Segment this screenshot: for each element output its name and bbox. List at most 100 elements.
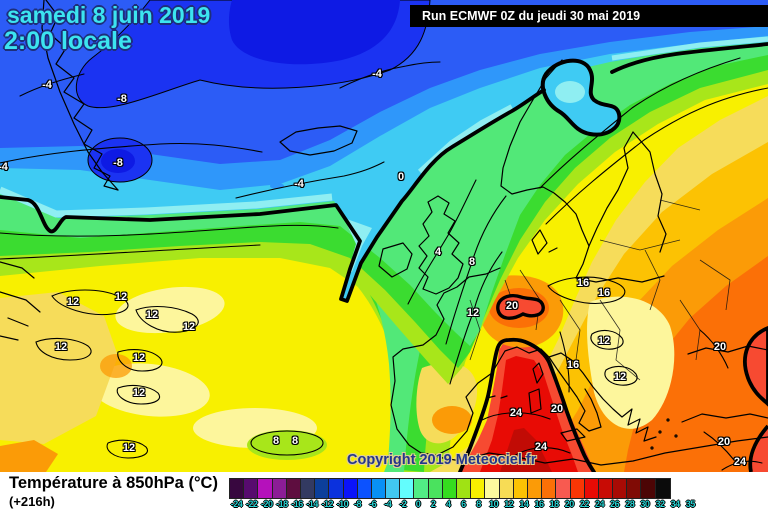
contour-label: 8 <box>291 435 299 447</box>
copyright-text: Copyright 2019 Meteociel.fr <box>347 452 537 468</box>
contour-label: 12 <box>145 309 159 321</box>
contour-label: 12 <box>613 371 627 383</box>
temperature-map: -4-8-8-4-4-40488812121212121212121212121… <box>0 0 768 472</box>
legend-swatch <box>542 479 557 498</box>
contour-label: 12 <box>122 442 136 454</box>
legend-value: 22 <box>579 499 590 509</box>
legend-value: -6 <box>369 499 377 509</box>
legend-swatch <box>471 479 486 498</box>
legend-swatch <box>244 479 259 498</box>
contour-label: 24 <box>733 456 747 468</box>
contour-label: 12 <box>54 341 68 353</box>
contour-label: -4 <box>294 178 304 190</box>
legend-value: 8 <box>476 499 481 509</box>
legend-swatch <box>329 479 344 498</box>
forecast-local-time: 2:00 locale <box>4 27 132 55</box>
color-scale-bar <box>229 478 671 499</box>
legend-swatch <box>315 479 330 498</box>
legend-value: 6 <box>461 499 466 509</box>
legend-value: 16 <box>534 499 545 509</box>
contour-label: -4 <box>0 161 8 173</box>
legend-swatch <box>627 479 642 498</box>
legend-value: 24 <box>595 499 605 509</box>
model-run-banner: Run ECMWF 0Z du jeudi 30 mai 2019 <box>410 5 768 27</box>
legend-value: 35 <box>685 499 696 509</box>
legend-swatch <box>570 479 585 498</box>
legend-swatch <box>513 479 528 498</box>
contour-label: 12 <box>182 321 196 333</box>
contour-label: 12 <box>66 296 80 308</box>
legend-value: 0 <box>415 499 421 509</box>
legend-swatch <box>357 479 372 498</box>
legend-value: -8 <box>354 499 362 509</box>
legend-swatch <box>655 479 670 498</box>
legend-swatch <box>286 479 301 498</box>
legend-value: 10 <box>489 499 499 509</box>
legend-value: 12 <box>504 499 514 509</box>
contour-label: 24 <box>534 441 548 453</box>
legend-value: -4 <box>384 499 392 509</box>
color-scale-values: -24 -22 -20 -18 -16 -14 -12 -10 -8 -6 -4 -2 0 2 4 6 8 10 1… <box>229 499 698 510</box>
legend-swatch <box>414 479 429 498</box>
legend-value: 32 <box>655 499 666 509</box>
forecast-lead-time: (+216h) <box>9 494 55 509</box>
contour-label: -8 <box>117 93 127 105</box>
legend-value: -14 <box>306 499 318 509</box>
legend-swatch <box>584 479 599 498</box>
legend-swatch <box>613 479 628 498</box>
legend-swatch <box>428 479 443 498</box>
legend-value: -2 <box>399 499 407 509</box>
legend-swatch <box>499 479 514 498</box>
legend-value: -24 <box>230 499 243 509</box>
legend-value: 30 <box>640 499 650 509</box>
contour-label: -4 <box>372 68 382 80</box>
legend-value: -12 <box>321 499 334 509</box>
contour-label: 12 <box>466 307 480 319</box>
contour-label: 12 <box>114 291 128 303</box>
legend-swatch <box>442 479 457 498</box>
contour-label: 16 <box>566 359 580 371</box>
contour-label: -8 <box>113 157 123 169</box>
forecast-date: samedi 8 juin 2019 <box>7 2 211 28</box>
contour-label: 12 <box>132 352 146 364</box>
legend-swatch <box>343 479 358 498</box>
legend-value: 26 <box>610 499 620 509</box>
legend-value: 14 <box>519 499 529 509</box>
contour-label: 20 <box>717 436 731 448</box>
legend-swatch <box>485 479 500 498</box>
legend-swatch <box>230 479 245 498</box>
legend-swatch <box>272 479 287 498</box>
legend-value: -16 <box>291 499 303 509</box>
legend-value: 2 <box>430 499 436 509</box>
contour-label: -4 <box>42 79 52 91</box>
legend-value: 28 <box>625 499 635 509</box>
contour-label: 20 <box>505 300 519 312</box>
legend-value: 20 <box>564 499 575 509</box>
legend-swatch <box>598 479 614 498</box>
legend-value: 18 <box>549 499 560 509</box>
contour-label: 16 <box>597 287 611 299</box>
contour-label: 4 <box>434 246 442 258</box>
legend-value: -18 <box>276 499 288 509</box>
contour-label: 24 <box>509 407 523 419</box>
legend-value: 4 <box>446 499 451 509</box>
legend-swatch <box>300 479 316 498</box>
legend-swatch <box>371 479 387 498</box>
legend-title: Température à 850hPa (°C) <box>9 474 218 492</box>
legend-swatch <box>400 479 415 498</box>
legend-swatch <box>258 479 273 498</box>
legend-value: -22 <box>245 499 258 509</box>
contour-label: 8 <box>272 435 280 447</box>
temperature-field-svg <box>0 0 768 472</box>
legend-value: -10 <box>336 499 349 509</box>
legend-swatch <box>386 479 401 498</box>
contour-label: 20 <box>550 403 564 415</box>
legend-swatch <box>457 479 472 498</box>
legend-swatch <box>641 479 656 498</box>
legend-strip: Température à 850hPa (°C) (+216h) -24 -22… <box>0 472 768 512</box>
contour-label: 8 <box>468 256 476 268</box>
contour-label: 0 <box>397 171 405 183</box>
contour-label: 20 <box>713 341 727 353</box>
contour-label: 16 <box>576 277 590 289</box>
